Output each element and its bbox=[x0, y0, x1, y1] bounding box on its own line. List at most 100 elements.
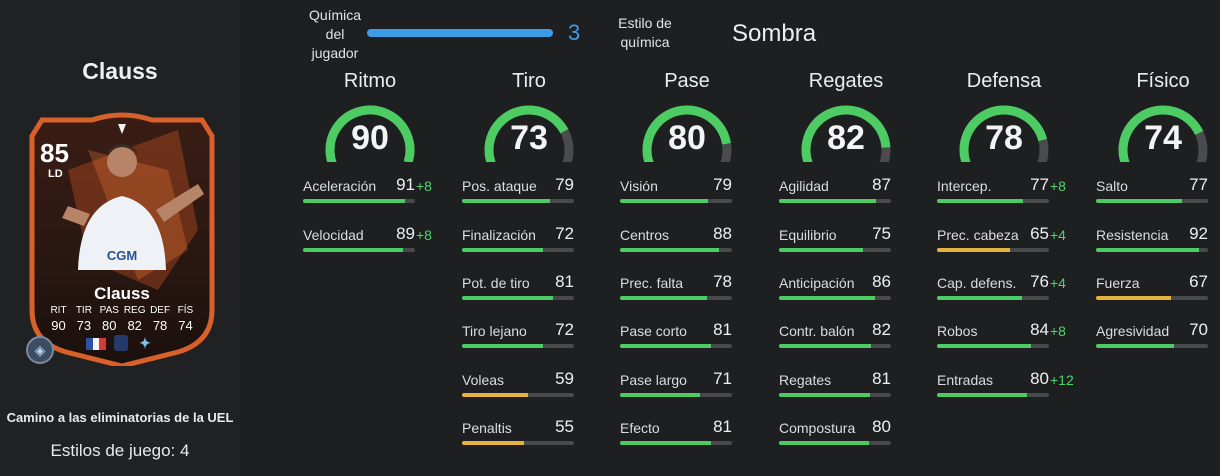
attribute-row[interactable]: Aceleración 91 +8 bbox=[303, 175, 443, 218]
category-2: Pase 80 Visión 79 Centros 88 Prec. falta 78 Pase… bbox=[620, 70, 760, 445]
category-title: Ritmo bbox=[343, 70, 397, 92]
attribute-bar-fill bbox=[462, 393, 529, 397]
attribute-value: 82 bbox=[872, 320, 891, 339]
attribute-value: 91 bbox=[396, 175, 415, 194]
attribute-row[interactable]: Fuerza 67 bbox=[1096, 272, 1220, 315]
attribute-row[interactable]: Cap. defens. 76 +4 bbox=[937, 272, 1077, 315]
attribute-bar-fill bbox=[937, 296, 1023, 300]
attribute-bar-fill bbox=[303, 248, 403, 252]
attribute-row[interactable]: Centros 88 bbox=[620, 224, 760, 267]
category-value: 78 bbox=[985, 119, 1023, 157]
attribute-value: 75 bbox=[872, 224, 891, 243]
attribute-label: Compostura bbox=[779, 420, 856, 436]
attribute-row[interactable]: Equilibrio 75 bbox=[779, 224, 919, 267]
playstyles-count[interactable]: Estilos de juego: 4 bbox=[50, 441, 190, 460]
attribute-row[interactable]: Agilidad 87 bbox=[779, 175, 919, 218]
attribute-row[interactable]: Resistencia 92 bbox=[1096, 224, 1220, 267]
attribute-row[interactable]: Velocidad 89 +8 bbox=[303, 224, 443, 267]
attribute-row[interactable]: Visión 79 bbox=[620, 175, 760, 218]
attribute-row[interactable]: Pos. ataque 79 bbox=[462, 175, 602, 218]
attribute-label: Aceleración bbox=[303, 178, 377, 194]
attribute-row[interactable]: Prec. falta 78 bbox=[620, 272, 760, 315]
category-0: Ritmo 90 Aceleración 91 +8 Velocidad 89 +8 bbox=[303, 70, 443, 252]
attribute-value: 80 bbox=[1030, 369, 1049, 388]
attribute-bar-fill bbox=[620, 199, 709, 203]
attribute-label: Velocidad bbox=[303, 227, 364, 243]
attribute-bar bbox=[462, 248, 574, 252]
attribute-bar-fill bbox=[937, 248, 1010, 252]
attribute-value: 81 bbox=[713, 320, 732, 339]
attribute-row[interactable]: Prec. cabeza 65 +4 bbox=[937, 224, 1077, 267]
attribute-boost: +8 bbox=[1050, 178, 1066, 194]
card-stat-value: 73 bbox=[76, 318, 92, 333]
gauge-fill bbox=[959, 105, 1048, 162]
attribute-row[interactable]: Pase largo 71 bbox=[620, 369, 760, 412]
card-stat-label: FÍS bbox=[177, 305, 194, 316]
attribute-bar bbox=[462, 199, 574, 203]
attribute-bar bbox=[779, 248, 891, 252]
attribute-row[interactable]: Anticipación 86 bbox=[779, 272, 919, 315]
attribute-row[interactable]: Intercep. 77 +8 bbox=[937, 175, 1077, 218]
attribute-row[interactable]: Regates 81 bbox=[779, 369, 919, 412]
attribute-bar bbox=[620, 344, 732, 348]
attribute-bar-fill bbox=[937, 344, 1032, 348]
attribute-value: 79 bbox=[555, 175, 574, 194]
attribute-row[interactable]: Pot. de tiro 81 bbox=[462, 272, 602, 315]
attribute-row[interactable]: Entradas 80 +12 bbox=[937, 369, 1077, 412]
attribute-row[interactable]: Efecto 81 bbox=[620, 417, 760, 460]
attribute-label: Pase corto bbox=[620, 323, 687, 339]
attribute-bar bbox=[303, 248, 415, 252]
attribute-row[interactable]: Pase corto 81 bbox=[620, 320, 760, 363]
attribute-label: Intercep. bbox=[937, 178, 992, 194]
attribute-value: 86 bbox=[872, 272, 891, 291]
chemistry-label-line: Química bbox=[308, 7, 362, 23]
attribute-bar-fill bbox=[779, 248, 863, 252]
attribute-row[interactable]: Robos 84 +8 bbox=[937, 320, 1077, 363]
gauge-fill bbox=[801, 105, 891, 162]
attribute-boost: +8 bbox=[416, 178, 432, 194]
attribute-label: Agresividad bbox=[1096, 323, 1170, 339]
player-title: Clauss bbox=[82, 58, 158, 84]
attribute-bar bbox=[779, 296, 891, 300]
attribute-bar-fill bbox=[462, 248, 543, 252]
attribute-label: Fuerza bbox=[1096, 275, 1140, 291]
player-card[interactable]: CGM 85 LD Clauss RIT TIR PAS REG DEF FÍS… bbox=[28, 110, 216, 366]
attribute-bar-fill bbox=[620, 296, 708, 300]
attribute-boost: +4 bbox=[1050, 275, 1066, 291]
attribute-value: 55 bbox=[555, 417, 574, 436]
chemistry-label: Química del jugador bbox=[300, 6, 370, 63]
attribute-value: 67 bbox=[1189, 272, 1208, 291]
attribute-row[interactable]: Salto 77 bbox=[1096, 175, 1220, 218]
attribute-row[interactable]: Agresividad 70 bbox=[1096, 320, 1220, 363]
attribute-label: Cap. defens. bbox=[937, 275, 1017, 291]
card-stat-label: TIR bbox=[75, 305, 92, 316]
player-card-panel: Clauss CGM 85 LD Clauss RIT bbox=[0, 0, 240, 476]
attribute-row[interactable]: Voleas 59 bbox=[462, 369, 602, 412]
attribute-bar-fill bbox=[620, 248, 719, 252]
attribute-label: Salto bbox=[1096, 178, 1128, 194]
attribute-row[interactable]: Finalización 72 bbox=[462, 224, 602, 267]
attribute-value: 89 bbox=[396, 224, 415, 243]
chemistry-style-icon[interactable]: ◈ bbox=[26, 336, 54, 364]
attribute-bar-fill bbox=[462, 344, 543, 348]
attribute-row[interactable]: Compostura 80 bbox=[779, 417, 919, 460]
attribute-label: Voleas bbox=[462, 372, 505, 388]
attribute-row[interactable]: Tiro lejano 72 bbox=[462, 320, 602, 363]
category-value: 82 bbox=[827, 119, 865, 157]
attribute-bar bbox=[620, 393, 732, 397]
attribute-bar bbox=[462, 393, 574, 397]
attribute-bar bbox=[937, 296, 1049, 300]
category-gauge bbox=[642, 105, 732, 162]
attribute-label: Pot. de tiro bbox=[462, 275, 530, 291]
category-title: Regates bbox=[808, 70, 884, 92]
category-gauge bbox=[959, 105, 1049, 162]
attribute-bar bbox=[937, 393, 1049, 397]
category-value: 73 bbox=[510, 119, 548, 157]
card-stat-value: 82 bbox=[127, 318, 142, 333]
attribute-bar bbox=[462, 344, 574, 348]
attribute-value: 79 bbox=[713, 175, 732, 194]
card-stat-label: RIT bbox=[50, 305, 67, 316]
chem-style-value[interactable]: Sombra bbox=[732, 20, 817, 47]
attribute-row[interactable]: Contr. balón 82 bbox=[779, 320, 919, 363]
attribute-row[interactable]: Penaltis 55 bbox=[462, 417, 602, 460]
